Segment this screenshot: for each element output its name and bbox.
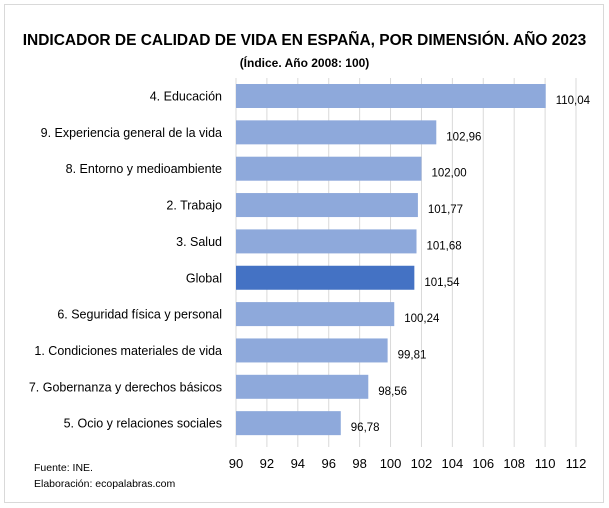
x-tick-label: 106	[472, 456, 494, 471]
value-label: 102,00	[431, 168, 466, 180]
category-label: Global	[186, 271, 222, 285]
bar	[236, 265, 415, 290]
credit-note: Elaboración: ecopalabras.com	[34, 478, 176, 490]
category-label: 7. Gobernanza y derechos básicos	[29, 380, 222, 394]
bar	[236, 338, 388, 363]
value-label: 100,24	[404, 313, 440, 325]
x-tick-label: 92	[260, 456, 274, 471]
source-note: Fuente: INE.	[34, 462, 93, 474]
value-label: 102,96	[446, 131, 481, 143]
category-label: 9. Experiencia general de la vida	[41, 126, 222, 140]
value-label: 101,68	[427, 240, 462, 252]
x-tick-label: 110	[535, 456, 556, 471]
bar	[236, 302, 395, 327]
category-label: 3. Salud	[176, 235, 222, 249]
value-label: 98,56	[378, 386, 407, 398]
x-tick-label: 98	[352, 456, 366, 471]
value-label: 101,77	[428, 204, 463, 216]
chart-title: INDICADOR DE CALIDAD DE VIDA EN ESPAÑA, …	[22, 32, 587, 49]
x-tick-label: 112	[566, 456, 587, 471]
bar	[236, 156, 422, 181]
value-label: 110,04	[556, 95, 591, 107]
category-label: 5. Ocio y relaciones sociales	[64, 417, 222, 431]
x-tick-label: 108	[503, 456, 525, 471]
x-tick-label: 102	[411, 456, 433, 471]
bar	[236, 120, 437, 145]
x-tick-label: 90	[229, 456, 243, 471]
bar	[236, 193, 418, 218]
category-label: 4. Educación	[150, 90, 222, 104]
bar	[236, 229, 417, 254]
value-label: 99,81	[398, 349, 427, 361]
value-label: 96,78	[351, 422, 380, 434]
category-label: 8. Entorno y medioambiente	[66, 162, 222, 176]
chart-subtitle: (Índice. Año 2008: 100)	[239, 56, 370, 70]
bar	[236, 374, 369, 399]
value-label: 101,54	[424, 277, 460, 289]
category-label: 6. Seguridad física y personal	[57, 308, 222, 322]
category-label: 1. Condiciones materiales de vida	[34, 344, 222, 358]
x-tick-label: 104	[442, 456, 464, 471]
x-tick-label: 96	[321, 456, 335, 471]
chart-frame	[4, 4, 604, 503]
bar	[236, 84, 546, 108]
bar	[236, 411, 341, 436]
category-label: 2. Trabajo	[166, 199, 222, 213]
x-tick-label: 100	[380, 456, 402, 471]
x-tick-label: 94	[291, 456, 305, 471]
